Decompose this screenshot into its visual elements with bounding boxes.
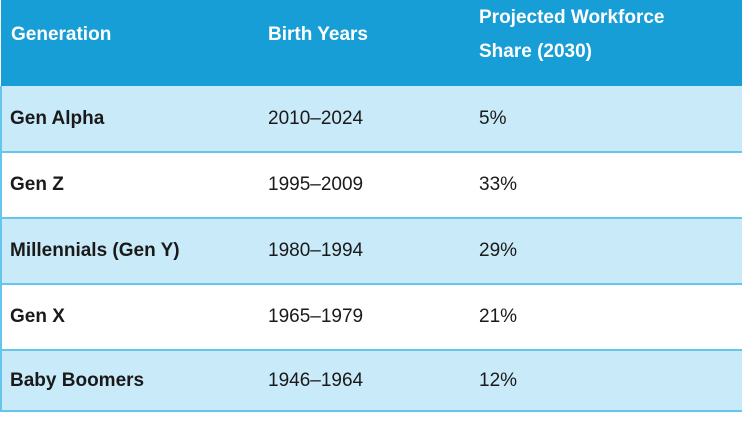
table-row: Millennials (Gen Y) 1980–1994 29%	[0, 218, 742, 285]
table-row: Gen Z 1995–2009 33%	[0, 152, 742, 219]
column-header-generation: Generation	[1, 0, 258, 86]
cell-share: 12%	[469, 350, 742, 412]
cell-generation: Gen X	[0, 284, 258, 351]
cell-birth-years: 1965–1979	[258, 284, 469, 351]
column-header-workforce-share-label: Projected Workforce Share (2030)	[479, 7, 665, 62]
column-header-birth-years-label: Birth Years	[268, 24, 368, 45]
generations-table: Generation Birth Years Projected Workfor…	[0, 0, 742, 412]
cell-birth-years: 1995–2009	[258, 152, 469, 219]
table-row: Gen Alpha 2010–2024 5%	[0, 86, 742, 153]
cell-share: 33%	[469, 152, 742, 219]
cell-share: 21%	[469, 284, 742, 351]
table-row: Baby Boomers 1946–1964 12%	[0, 350, 742, 412]
cell-birth-years: 2010–2024	[258, 86, 469, 153]
table-body: Gen Alpha 2010–2024 5% Gen Z 1995–2009 3…	[0, 86, 742, 412]
table-row: Gen X 1965–1979 21%	[0, 284, 742, 351]
cell-share: 5%	[469, 86, 742, 153]
table-header-row: Generation Birth Years Projected Workfor…	[1, 0, 742, 86]
cell-birth-years: 1980–1994	[258, 218, 469, 285]
cell-share: 29%	[469, 218, 742, 285]
column-header-workforce-share: Projected Workforce Share (2030)	[469, 0, 742, 86]
column-header-generation-label: Generation	[11, 24, 112, 45]
cell-generation: Gen Alpha	[0, 86, 258, 153]
cell-generation: Millennials (Gen Y)	[0, 218, 258, 285]
cell-birth-years: 1946–1964	[258, 350, 469, 412]
column-header-birth-years: Birth Years	[258, 0, 469, 86]
cell-generation: Baby Boomers	[0, 350, 258, 412]
cell-generation: Gen Z	[0, 152, 258, 219]
